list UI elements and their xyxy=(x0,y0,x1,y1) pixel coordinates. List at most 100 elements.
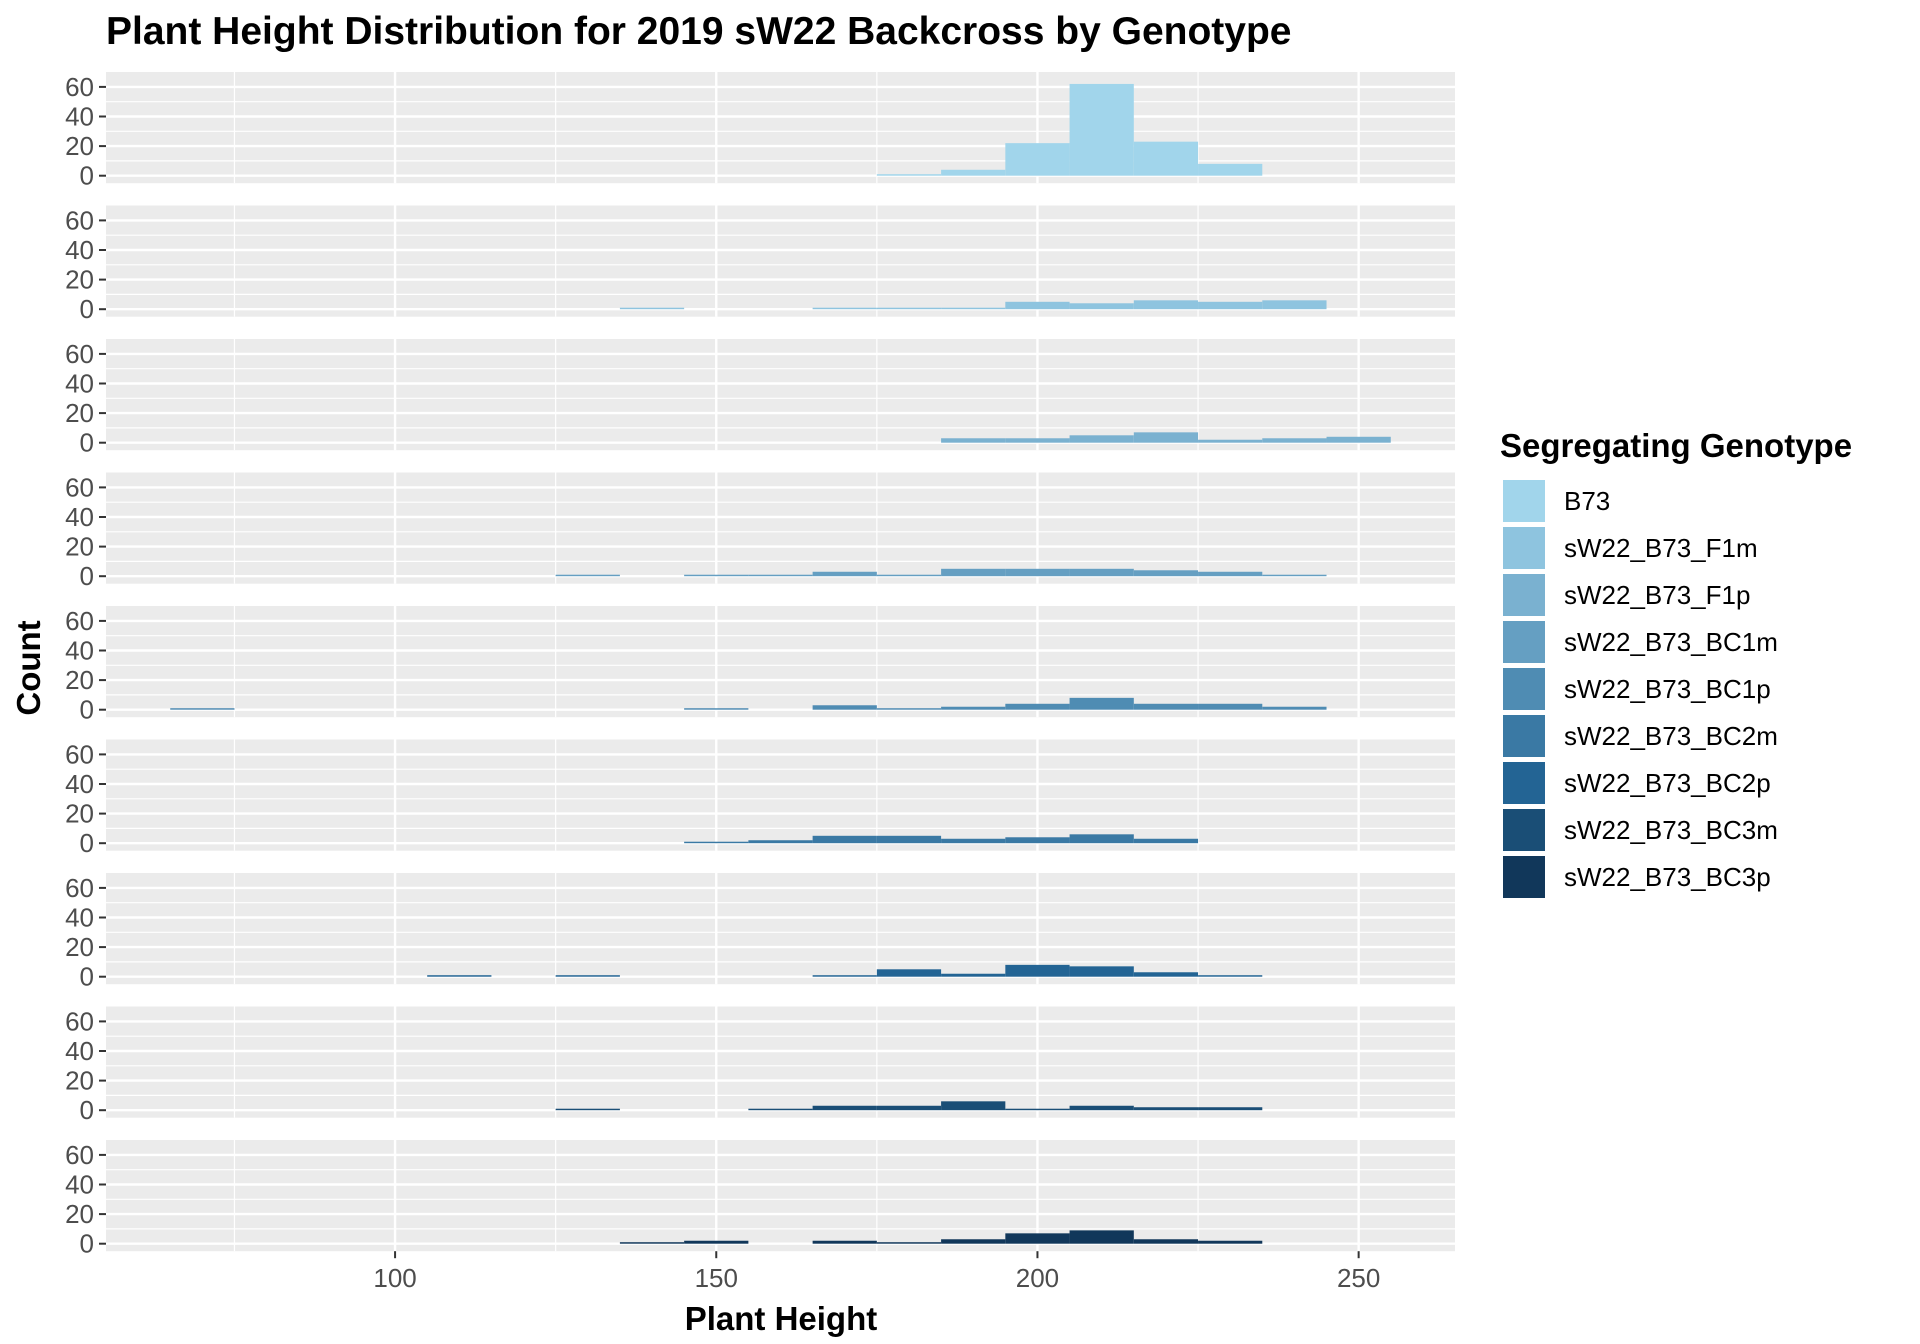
y-tick-label: 60 xyxy=(65,873,94,903)
histogram-bar xyxy=(170,708,235,710)
y-tick-label: 60 xyxy=(65,472,94,502)
facet-panels: 0204060020406002040600204060020406002040… xyxy=(65,72,1455,1259)
y-tick-label: 60 xyxy=(65,339,94,369)
legend-key xyxy=(1501,854,1547,900)
x-axis-title: Plant Height xyxy=(685,1300,878,1337)
legend-key xyxy=(1501,572,1547,618)
panel-background xyxy=(106,1140,1455,1252)
histogram-bar xyxy=(1198,439,1263,443)
histogram-bar xyxy=(941,438,1006,443)
histogram-bar xyxy=(1133,838,1199,844)
y-tick-label: 0 xyxy=(80,428,94,458)
histogram-bar xyxy=(684,1240,749,1244)
histogram-bar xyxy=(748,840,813,844)
y-tick-label: 60 xyxy=(65,606,94,636)
x-tick-label: 200 xyxy=(1016,1263,1059,1293)
y-tick-label: 40 xyxy=(65,1036,94,1066)
histogram-bar xyxy=(748,1108,813,1111)
legend-label: sW22_B73_BC2m xyxy=(1564,721,1778,751)
histogram-bar xyxy=(941,1239,1006,1244)
legend-label: sW22_B73_BC2p xyxy=(1564,768,1771,798)
histogram-bar xyxy=(1262,574,1327,577)
y-tick-label: 60 xyxy=(65,1006,94,1036)
histogram-bar xyxy=(1198,1240,1263,1244)
histogram-bar xyxy=(1198,163,1263,176)
histogram-bar xyxy=(748,574,813,577)
histogram-bar xyxy=(941,307,1006,310)
histogram-bar xyxy=(684,574,749,577)
y-tick-label: 20 xyxy=(65,932,94,962)
histogram-bar xyxy=(1069,1105,1134,1111)
y-tick-label: 40 xyxy=(65,1170,94,1200)
histogram-bar xyxy=(1069,303,1134,310)
histogram-bar xyxy=(1005,837,1070,844)
y-tick-label: 0 xyxy=(80,561,94,591)
y-tick-label: 0 xyxy=(80,1229,94,1259)
histogram-bar xyxy=(1005,568,1070,577)
y-tick-label: 40 xyxy=(65,769,94,799)
y-tick-label: 40 xyxy=(65,369,94,399)
histogram-bar xyxy=(941,169,1006,176)
panel-background xyxy=(106,873,1455,985)
histogram-bar xyxy=(684,708,749,710)
legend-title: Segregating Genotype xyxy=(1500,427,1852,464)
y-tick-label: 0 xyxy=(80,828,94,858)
histogram-bar xyxy=(876,708,942,710)
histogram-bar xyxy=(555,975,620,977)
histogram-bar xyxy=(876,1105,942,1111)
panel-background xyxy=(106,205,1455,317)
y-tick-label: 20 xyxy=(65,1199,94,1229)
histogram-bar xyxy=(1198,571,1263,577)
panel-background xyxy=(106,739,1455,851)
x-axis: 100 150 200 250 xyxy=(373,1251,1380,1293)
legend-key xyxy=(1501,807,1547,853)
x-tick-label: 250 xyxy=(1337,1263,1380,1293)
y-tick-label: 20 xyxy=(65,398,94,428)
legend-label: sW22_B73_F1p xyxy=(1564,580,1750,610)
histogram-bar xyxy=(941,706,1006,710)
y-tick-label: 20 xyxy=(65,1066,94,1096)
legend-label: sW22_B73_BC3p xyxy=(1564,862,1771,892)
histogram-bar xyxy=(1133,972,1199,977)
histogram-bar xyxy=(1069,83,1134,176)
y-tick-label: 60 xyxy=(65,739,94,769)
legend-items: B73 sW22_B73_F1m sW22_B73_F1p sW22_B73_BC1m… xyxy=(1501,478,1778,900)
histogram-bar xyxy=(812,835,877,844)
y-tick-label: 40 xyxy=(65,636,94,666)
histogram-bar xyxy=(1005,301,1070,310)
histogram-bar xyxy=(941,568,1006,577)
histogram-bar xyxy=(812,571,877,577)
histogram-bar xyxy=(1198,703,1263,710)
x-tick-label: 150 xyxy=(695,1263,738,1293)
histogram-bar xyxy=(812,705,877,710)
legend-key xyxy=(1501,525,1547,571)
x-tick-label: 100 xyxy=(373,1263,416,1293)
histogram-bar xyxy=(1069,966,1134,977)
histogram-bar xyxy=(1262,438,1327,443)
legend-key xyxy=(1501,666,1547,712)
y-tick-label: 20 xyxy=(65,131,94,161)
y-tick-label: 60 xyxy=(65,72,94,102)
histogram-bar xyxy=(1005,1108,1070,1111)
histogram-bar xyxy=(684,841,749,844)
y-tick-label: 0 xyxy=(80,1095,94,1125)
histogram-bar xyxy=(1005,1233,1070,1244)
histogram-bar xyxy=(1133,141,1199,176)
histogram-bar xyxy=(1198,301,1263,310)
histogram-bar xyxy=(941,838,1006,844)
y-tick-label: 60 xyxy=(65,1140,94,1170)
histogram-bar xyxy=(812,975,877,977)
histogram-bar xyxy=(876,1242,942,1244)
histogram-bar xyxy=(1133,1239,1199,1244)
histogram-bar xyxy=(1133,703,1199,710)
histogram-bar xyxy=(1069,834,1134,844)
y-tick-label: 0 xyxy=(80,294,94,324)
panel-background xyxy=(106,606,1455,718)
y-tick-label: 60 xyxy=(65,205,94,235)
histogram-bar xyxy=(876,574,942,577)
